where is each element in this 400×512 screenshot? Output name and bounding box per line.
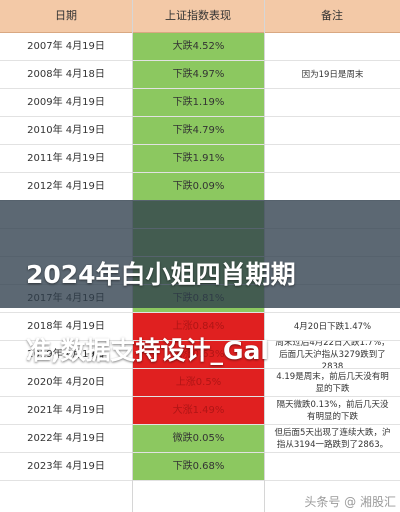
row-index-performance: 大涨1.49%	[133, 397, 264, 424]
row-note: 周末过后4月22日大跌1.7%，后面几天沪指从3279跌到了2838	[275, 341, 390, 368]
row-date: 2023年 4月19日	[27, 461, 105, 472]
table-row: 2022年 4月19日 微跌0.05% 但后面5天出现了连续大跌，沪指从3194一路…	[0, 425, 400, 453]
row-index-performance: 下跌0.09%	[133, 173, 264, 200]
overlay-title-line-2: 准,数据支持设计_Gal	[26, 336, 269, 365]
overlay-title-line-1: 2024年白小姐四肖期期	[26, 260, 296, 289]
row-date: 2008年 4月18日	[27, 69, 105, 80]
row-note	[265, 33, 400, 60]
row-date: 2007年 4月19日	[27, 41, 105, 52]
table-row: 2007年 4月19日 大跌4.52%	[0, 33, 400, 61]
table-row: 2021年 4月19日 大涨1.49% 隔天微跌0.13%，前后几天没有明显的下跌	[0, 397, 400, 425]
table-row: 2023年 4月19日 下跌0.68%	[0, 453, 400, 481]
row-date: 2020年 4月20日	[27, 377, 105, 388]
row-note: 4.19是周末，前后几天没有明显的下跌	[276, 371, 389, 394]
watermark: 头条号 @ 湘股汇	[304, 495, 396, 509]
row-index-performance: 下跌1.91%	[133, 145, 264, 172]
table-row: 2020年 4月20日 上涨0.5% 4.19是周末，前后几天没有明显的下跌	[0, 369, 400, 397]
table-row: 2010年 4月19日 下跌4.79%	[0, 117, 400, 145]
row-index-performance: 下跌0.68%	[133, 453, 264, 480]
row-index-performance: 下跌4.79%	[133, 117, 264, 144]
table-header: 日期 上证指数表现 备注	[0, 0, 400, 33]
row-date: 2010年 4月19日	[27, 125, 105, 136]
row-note	[265, 117, 400, 144]
row-date: 2009年 4月19日	[27, 97, 105, 108]
row-note: 隔天微跌0.13%，前后几天没有明显的下跌	[276, 399, 389, 422]
header-index-performance: 上证指数表现	[165, 9, 231, 22]
row-note	[265, 145, 400, 172]
row-date: 2022年 4月19日	[27, 433, 105, 444]
row-note	[265, 173, 400, 200]
table-row: 2011年 4月19日 下跌1.91%	[0, 145, 400, 173]
row-date: 2011年 4月19日	[27, 153, 105, 164]
overlay-title: 2024年白小姐四肖期期 准,数据支持设计_Gal	[26, 218, 386, 408]
header-date: 日期	[55, 9, 77, 22]
row-note	[265, 453, 400, 480]
row-index-performance: 下跌4.97%	[133, 61, 264, 88]
table-row: 2009年 4月19日 下跌1.19%	[0, 89, 400, 117]
row-date: 2018年 4月19日	[27, 321, 105, 332]
row-index-performance: 上涨0.63%	[133, 341, 264, 368]
header-notes: 备注	[321, 9, 343, 22]
row-index-performance: 下跌1.19%	[133, 89, 264, 116]
row-date: 2012年 4月19日	[27, 181, 105, 192]
title-overlay-band	[0, 200, 400, 308]
row-index-performance: 上涨0.84%	[133, 313, 264, 340]
table-row: 2018年 4月19日 上涨0.84% 4月20日下跌1.47%	[0, 313, 400, 341]
row-note: 因为19日是周末	[301, 69, 364, 80]
row-note	[265, 89, 400, 116]
row-index-performance: 微跌0.05%	[133, 425, 264, 452]
row-note: 但后面5天出现了连续大跌，沪指从3194一路跌到了2863。	[274, 427, 391, 450]
row-index-performance: 上涨0.5%	[133, 369, 264, 396]
table-row: 2012年 4月19日 下跌0.09%	[0, 173, 400, 201]
row-index-performance: 大跌4.52%	[133, 33, 264, 60]
table-row: 2008年 4月18日 下跌4.97% 因为19日是周末	[0, 61, 400, 89]
row-note: 4月20日下跌1.47%	[293, 321, 372, 332]
table-row: 2019年 4月19日 上涨0.63% 周末过后4月22日大跌1.7%，后面几天沪指…	[0, 341, 400, 369]
row-date: 2019年 4月19日	[27, 349, 105, 360]
row-date: 2021年 4月19日	[27, 405, 105, 416]
